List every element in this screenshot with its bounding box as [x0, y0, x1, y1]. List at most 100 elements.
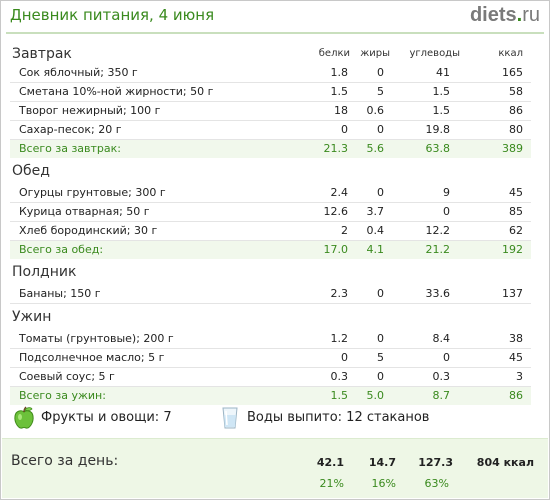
carbs-value: 8.4: [400, 330, 468, 349]
fats-value: 0: [358, 64, 400, 83]
total-fats: 4.1: [358, 240, 400, 259]
fruits-vegetables-text: Фрукты и овощи: 7: [41, 410, 172, 425]
brand-tld: ru: [522, 4, 540, 26]
total-fats: 5.6: [358, 139, 400, 158]
table-row[interactable]: Творог нежирный; 100 г 18 0.6 1.5 86: [10, 101, 531, 121]
meal-header-lunch: Обед: [10, 158, 531, 184]
kcal-value: 38: [468, 330, 531, 349]
table-row[interactable]: Соевый соус; 5 г 0.3 0 0.3 3: [10, 367, 531, 387]
proteins-value: 1.2: [293, 330, 358, 349]
fats-value: 5: [358, 82, 400, 102]
food-name: Курица отварная; 50 г: [10, 202, 293, 222]
food-name: Подсолнечное масло; 5 г: [10, 348, 293, 368]
fats-value: 0: [358, 120, 400, 140]
meal-header-snack: Полдник: [10, 259, 531, 285]
kcal-value: 62: [468, 221, 531, 241]
total-proteins: 1.5: [293, 386, 358, 405]
table-row[interactable]: Подсолнечное масло; 5 г 0 5 0 45: [10, 348, 531, 368]
total-fats: 5.0: [358, 386, 400, 405]
kcal-value: 3: [468, 367, 531, 387]
kcal-value: 80: [468, 120, 531, 140]
day-carbs-percent: 63%: [424, 477, 449, 490]
food-name: Творог нежирный; 100 г: [10, 101, 293, 121]
carbs-value: 0.3: [400, 367, 468, 387]
kcal-value: 86: [468, 101, 531, 121]
fats-value: 5: [358, 348, 400, 368]
total-carbs: 21.2: [400, 240, 468, 259]
fats-value: 0.6: [358, 101, 400, 121]
meal-header-dinner: Ужин: [10, 304, 531, 331]
table-row[interactable]: Бананы; 150 г 2.3 0 33.6 137: [10, 285, 531, 304]
table-row[interactable]: Курица отварная; 50 г 12.6 3.7 0 85: [10, 202, 531, 222]
day-total-carbs: 127.3: [418, 456, 453, 469]
food-name: Хлеб бородинский; 30 г: [10, 221, 293, 241]
table-row[interactable]: Сок яблочный; 350 г 1.8 0 41 165: [10, 64, 531, 83]
meal-title-lunch: Обед: [12, 163, 50, 179]
kcal-value: 58: [468, 82, 531, 102]
water-glass-icon: [222, 407, 238, 429]
proteins-value: 0: [293, 348, 358, 368]
day-total-label: Всего за день:: [11, 453, 119, 469]
daily-extras: Фрукты и овощи: 7 Воды выпито: 12 стакан…: [13, 405, 533, 431]
meal-total-row: Всего за завтрак: 21.3 5.6 63.8 389: [10, 139, 531, 158]
day-total-kcal: 804 ккал: [476, 456, 534, 469]
fats-value: 0: [358, 184, 400, 203]
proteins-value: 0.3: [293, 367, 358, 387]
table-row[interactable]: Сметана 10%-ной жирности; 50 г 1.5 5 1.5…: [10, 82, 531, 102]
total-kcal: 389: [468, 139, 531, 158]
carbs-value: 41: [400, 64, 468, 83]
day-proteins-percent: 21%: [319, 477, 344, 490]
meal-title-breakfast: Завтрак: [12, 46, 72, 62]
food-name: Огурцы грунтовые; 300 г: [10, 184, 293, 203]
column-carbs: углеводы: [409, 48, 460, 59]
total-proteins: 21.3: [293, 139, 358, 158]
water-text: Воды выпито: 12 стаканов: [247, 410, 430, 425]
meal-total-label: Всего за обед:: [10, 240, 293, 259]
proteins-value: 0: [293, 120, 358, 140]
food-name: Соевый соус; 5 г: [10, 367, 293, 387]
carbs-value: 1.5: [400, 82, 468, 102]
total-carbs: 8.7: [400, 386, 468, 405]
food-name: Бананы; 150 г: [10, 285, 293, 304]
proteins-value: 1.5: [293, 82, 358, 102]
carbs-value: 33.6: [400, 285, 468, 304]
proteins-value: 2: [293, 221, 358, 241]
fats-value: 0: [358, 330, 400, 349]
header-divider: [6, 32, 544, 34]
kcal-value: 137: [468, 285, 531, 304]
proteins-value: 2.3: [293, 285, 358, 304]
column-header-row: Завтрак белки жиры углеводы ккал: [10, 44, 531, 64]
table-row[interactable]: Огурцы грунтовые; 300 г 2.4 0 9 45: [10, 184, 531, 203]
brand-dot: .: [516, 4, 523, 26]
green-apple-icon: [14, 406, 34, 429]
carbs-value: 19.8: [400, 120, 468, 140]
fats-value: 0: [358, 285, 400, 304]
fats-value: 0: [358, 367, 400, 387]
proteins-value: 18: [293, 101, 358, 121]
total-kcal: 86: [468, 386, 531, 405]
fats-value: 3.7: [358, 202, 400, 222]
meal-title-snack: Полдник: [12, 264, 77, 280]
proteins-value: 2.4: [293, 184, 358, 203]
day-fats-percent: 16%: [371, 477, 396, 490]
food-name: Сметана 10%-ной жирности; 50 г: [10, 82, 293, 102]
day-total-proteins: 42.1: [316, 456, 344, 469]
carbs-value: 12.2: [400, 221, 468, 241]
meal-total-label: Всего за ужин:: [10, 386, 293, 405]
column-fats: жиры: [360, 48, 390, 59]
meal-total-label: Всего за завтрак:: [10, 139, 293, 158]
kcal-value: 165: [468, 64, 531, 83]
kcal-value: 45: [468, 184, 531, 203]
fats-value: 0.4: [358, 221, 400, 241]
total-carbs: 63.8: [400, 139, 468, 158]
proteins-value: 1.8: [293, 64, 358, 83]
brand-logo[interactable]: diets.ru: [470, 4, 540, 27]
total-kcal: 192: [468, 240, 531, 259]
meal-title-dinner: Ужин: [12, 309, 52, 325]
carbs-value: 0: [400, 202, 468, 222]
proteins-value: 12.6: [293, 202, 358, 222]
table-row[interactable]: Томаты (грунтовые); 200 г 1.2 0 8.4 38: [10, 330, 531, 349]
table-row[interactable]: Сахар-песок; 20 г 0 0 19.8 80: [10, 120, 531, 140]
brand-name: diets: [469, 4, 517, 26]
table-row[interactable]: Хлеб бородинский; 30 г 2 0.4 12.2 62: [10, 221, 531, 241]
